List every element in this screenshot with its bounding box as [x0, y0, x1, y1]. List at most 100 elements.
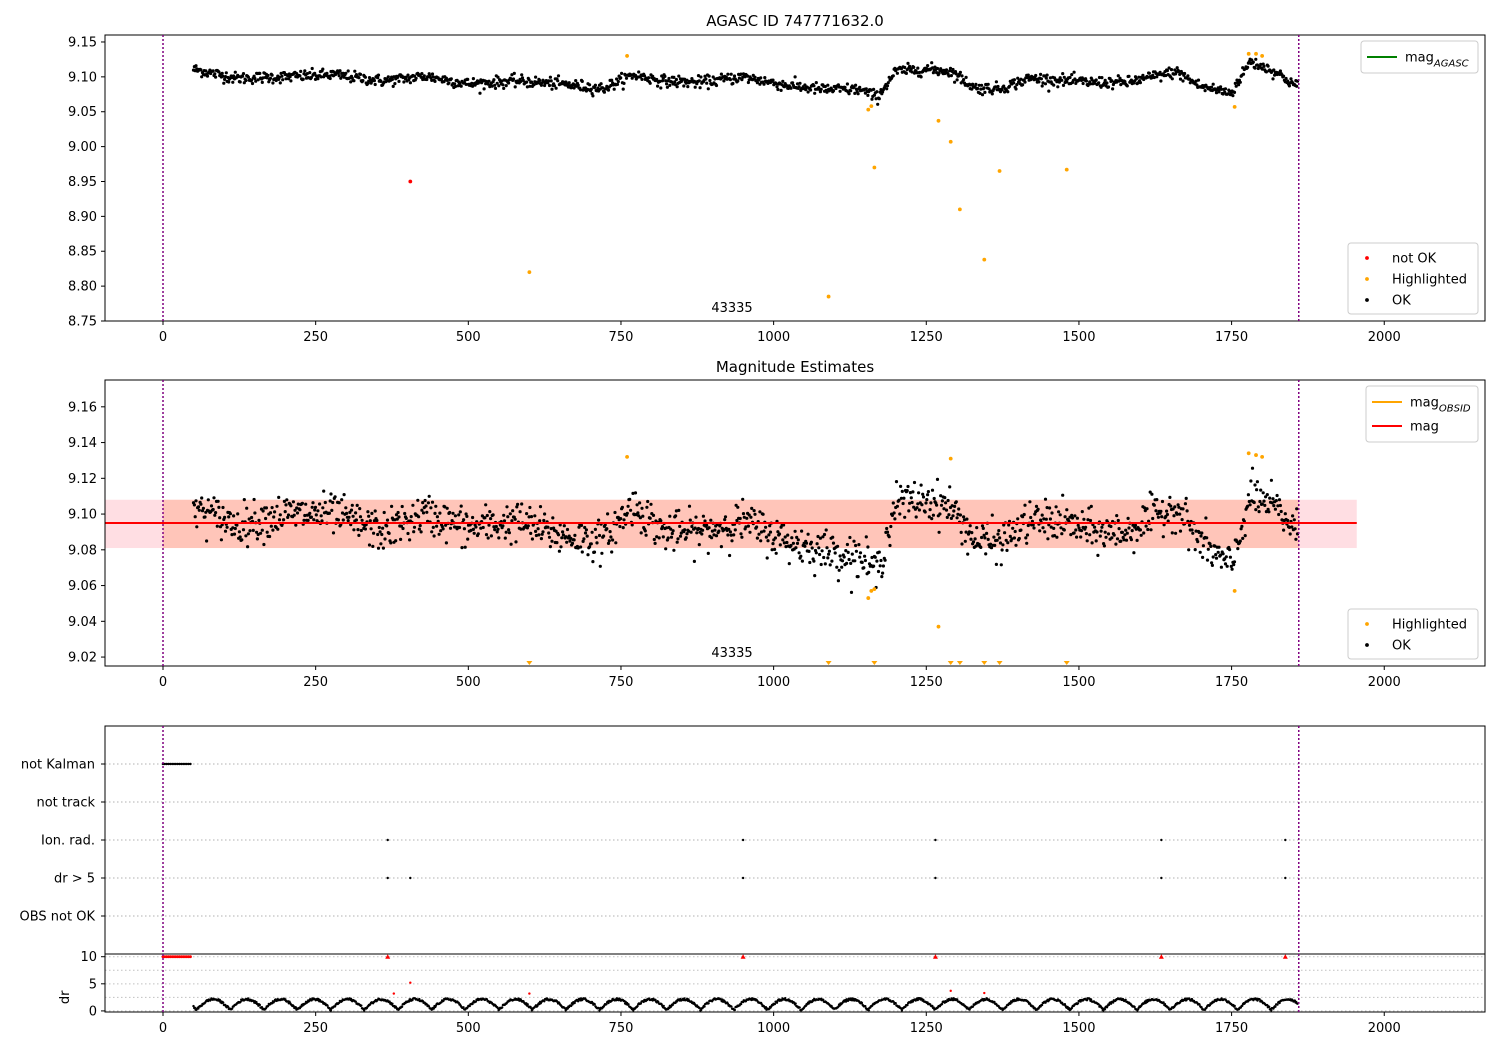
panel2-ok-point: [526, 524, 530, 528]
panel1-ok-point: [430, 78, 434, 82]
panel1-ok-point: [492, 78, 496, 82]
panel2-ok-point: [894, 480, 899, 484]
panel1-ok-point: [982, 86, 986, 90]
dr-ok-point: [543, 1000, 546, 1003]
panel2-ok-point: [1112, 533, 1116, 537]
panel2-ok-point: [598, 564, 602, 568]
panel1-ok-point: [704, 77, 708, 81]
panel2-ok-point: [774, 551, 778, 555]
flag-point: [934, 838, 937, 842]
panel2-ok-point: [510, 519, 514, 523]
panel2-ok-point: [1240, 524, 1244, 529]
panel2-x-tick-label: 1250: [910, 675, 943, 690]
panel2-ok-point: [726, 533, 730, 537]
panel2-legend-point-swatch: [1365, 622, 1369, 626]
panel2-ok-point: [723, 518, 727, 522]
dr-saturated-marker: [932, 954, 938, 959]
panel2-ok-point: [400, 504, 404, 509]
panel2-ok-point: [313, 505, 318, 509]
panel2-ok-point: [539, 537, 544, 541]
panel1-legend-line-subscript: AGASC: [1433, 59, 1469, 70]
panel2-ok-point: [588, 545, 592, 549]
panel1-ok-point: [740, 78, 744, 82]
panel1-ok-point: [521, 78, 525, 82]
panel2-ok-point: [1280, 518, 1284, 522]
panel2-ok-point: [513, 517, 517, 521]
panel2-obsid-annotation: 43335: [711, 646, 752, 661]
panel1-ok-point: [1284, 76, 1288, 81]
panel2-ok-point: [950, 504, 954, 508]
panel2-ok-point: [1154, 509, 1158, 513]
panel2-ok-point: [1262, 499, 1266, 503]
dr-ok-point: [956, 998, 959, 1001]
panel2-ok-point: [505, 505, 509, 509]
panel2-ok-point: [956, 512, 960, 516]
panel2-ok-point: [453, 514, 457, 518]
panel2-ok-point: [1114, 542, 1118, 546]
panel1-ok-point: [223, 75, 228, 79]
dr-ok-point: [462, 1006, 465, 1009]
dr-ok-point: [971, 1005, 975, 1008]
panel2-ok-point: [1023, 503, 1027, 507]
panel2-ok-point: [879, 558, 883, 563]
panel2-ok-point: [939, 494, 943, 498]
panel2-ok-point: [296, 502, 300, 506]
dr-ok-point: [894, 1002, 897, 1005]
panel2-ok-point: [1054, 505, 1058, 509]
panel1-ok-point: [554, 86, 558, 90]
panel2-off-scale-marker: [825, 661, 832, 665]
panel2-ok-point: [462, 518, 466, 522]
panel1-ok-point: [849, 89, 853, 93]
panel2-ok-point: [381, 526, 385, 530]
panel2-ok-point: [614, 541, 618, 545]
panel2-ok-point: [1211, 555, 1215, 559]
panel2-ok-point: [1084, 525, 1088, 529]
panel2-ok-point: [1102, 544, 1106, 548]
panel2-ok-point: [255, 537, 259, 541]
panel2-ok-point: [883, 558, 887, 562]
panel2-ok-point: [275, 504, 279, 508]
panel2-ok-point: [529, 531, 533, 536]
panel1-ok-point: [338, 69, 342, 73]
panel2-ok-point: [1177, 505, 1181, 509]
panel2-ok-point: [665, 526, 669, 530]
panel2-ok-point: [537, 533, 541, 537]
flag-point: [170, 762, 174, 766]
panel2-ok-point: [800, 529, 804, 533]
panel1-y-tick-label: 8.85: [68, 245, 97, 260]
panel1-ok-point: [908, 64, 912, 68]
panel1-ok-point: [684, 81, 688, 85]
panel1-ok-point: [313, 77, 318, 81]
panel2-ok-point: [448, 526, 453, 530]
panel1-ok-point: [779, 88, 783, 92]
panel1-ok-point: [591, 94, 595, 98]
panel2-ok-point: [1126, 516, 1130, 521]
panel1-ok-point: [253, 76, 257, 81]
panel2-ok-point: [833, 551, 837, 555]
panel1-ok-point: [278, 81, 282, 85]
panel2-ok-point: [1049, 525, 1053, 529]
panel2-ok-point: [1255, 488, 1259, 492]
panel1-ok-point: [648, 81, 652, 85]
panel1-ok-point: [447, 81, 451, 85]
panel2-ok-point: [887, 535, 891, 539]
panel1-ok-point: [812, 84, 816, 88]
panel2-ok-point: [408, 538, 412, 542]
panel2-ok-point: [967, 530, 972, 534]
panel2-ok-point: [377, 525, 381, 530]
panel2-ok-point: [488, 510, 492, 514]
panel1-ok-point: [903, 65, 907, 70]
panel2-ok-point: [376, 546, 381, 550]
panel2-off-scale-marker: [956, 661, 963, 665]
panel2-ok-point: [340, 498, 344, 502]
panel1-x-tick-label: 0: [159, 330, 167, 345]
panel2-ok-point: [831, 535, 835, 539]
panel2-ok-point: [1292, 518, 1296, 522]
panel1-ok-point: [372, 79, 376, 83]
panel2-ok-point: [768, 530, 773, 534]
panel1-ok-point: [268, 76, 273, 80]
panel2-ok-point: [560, 536, 564, 540]
panel1-ok-point: [579, 88, 583, 92]
panel1-highlighted-point: [957, 207, 962, 212]
panel2-ok-point: [603, 523, 607, 527]
